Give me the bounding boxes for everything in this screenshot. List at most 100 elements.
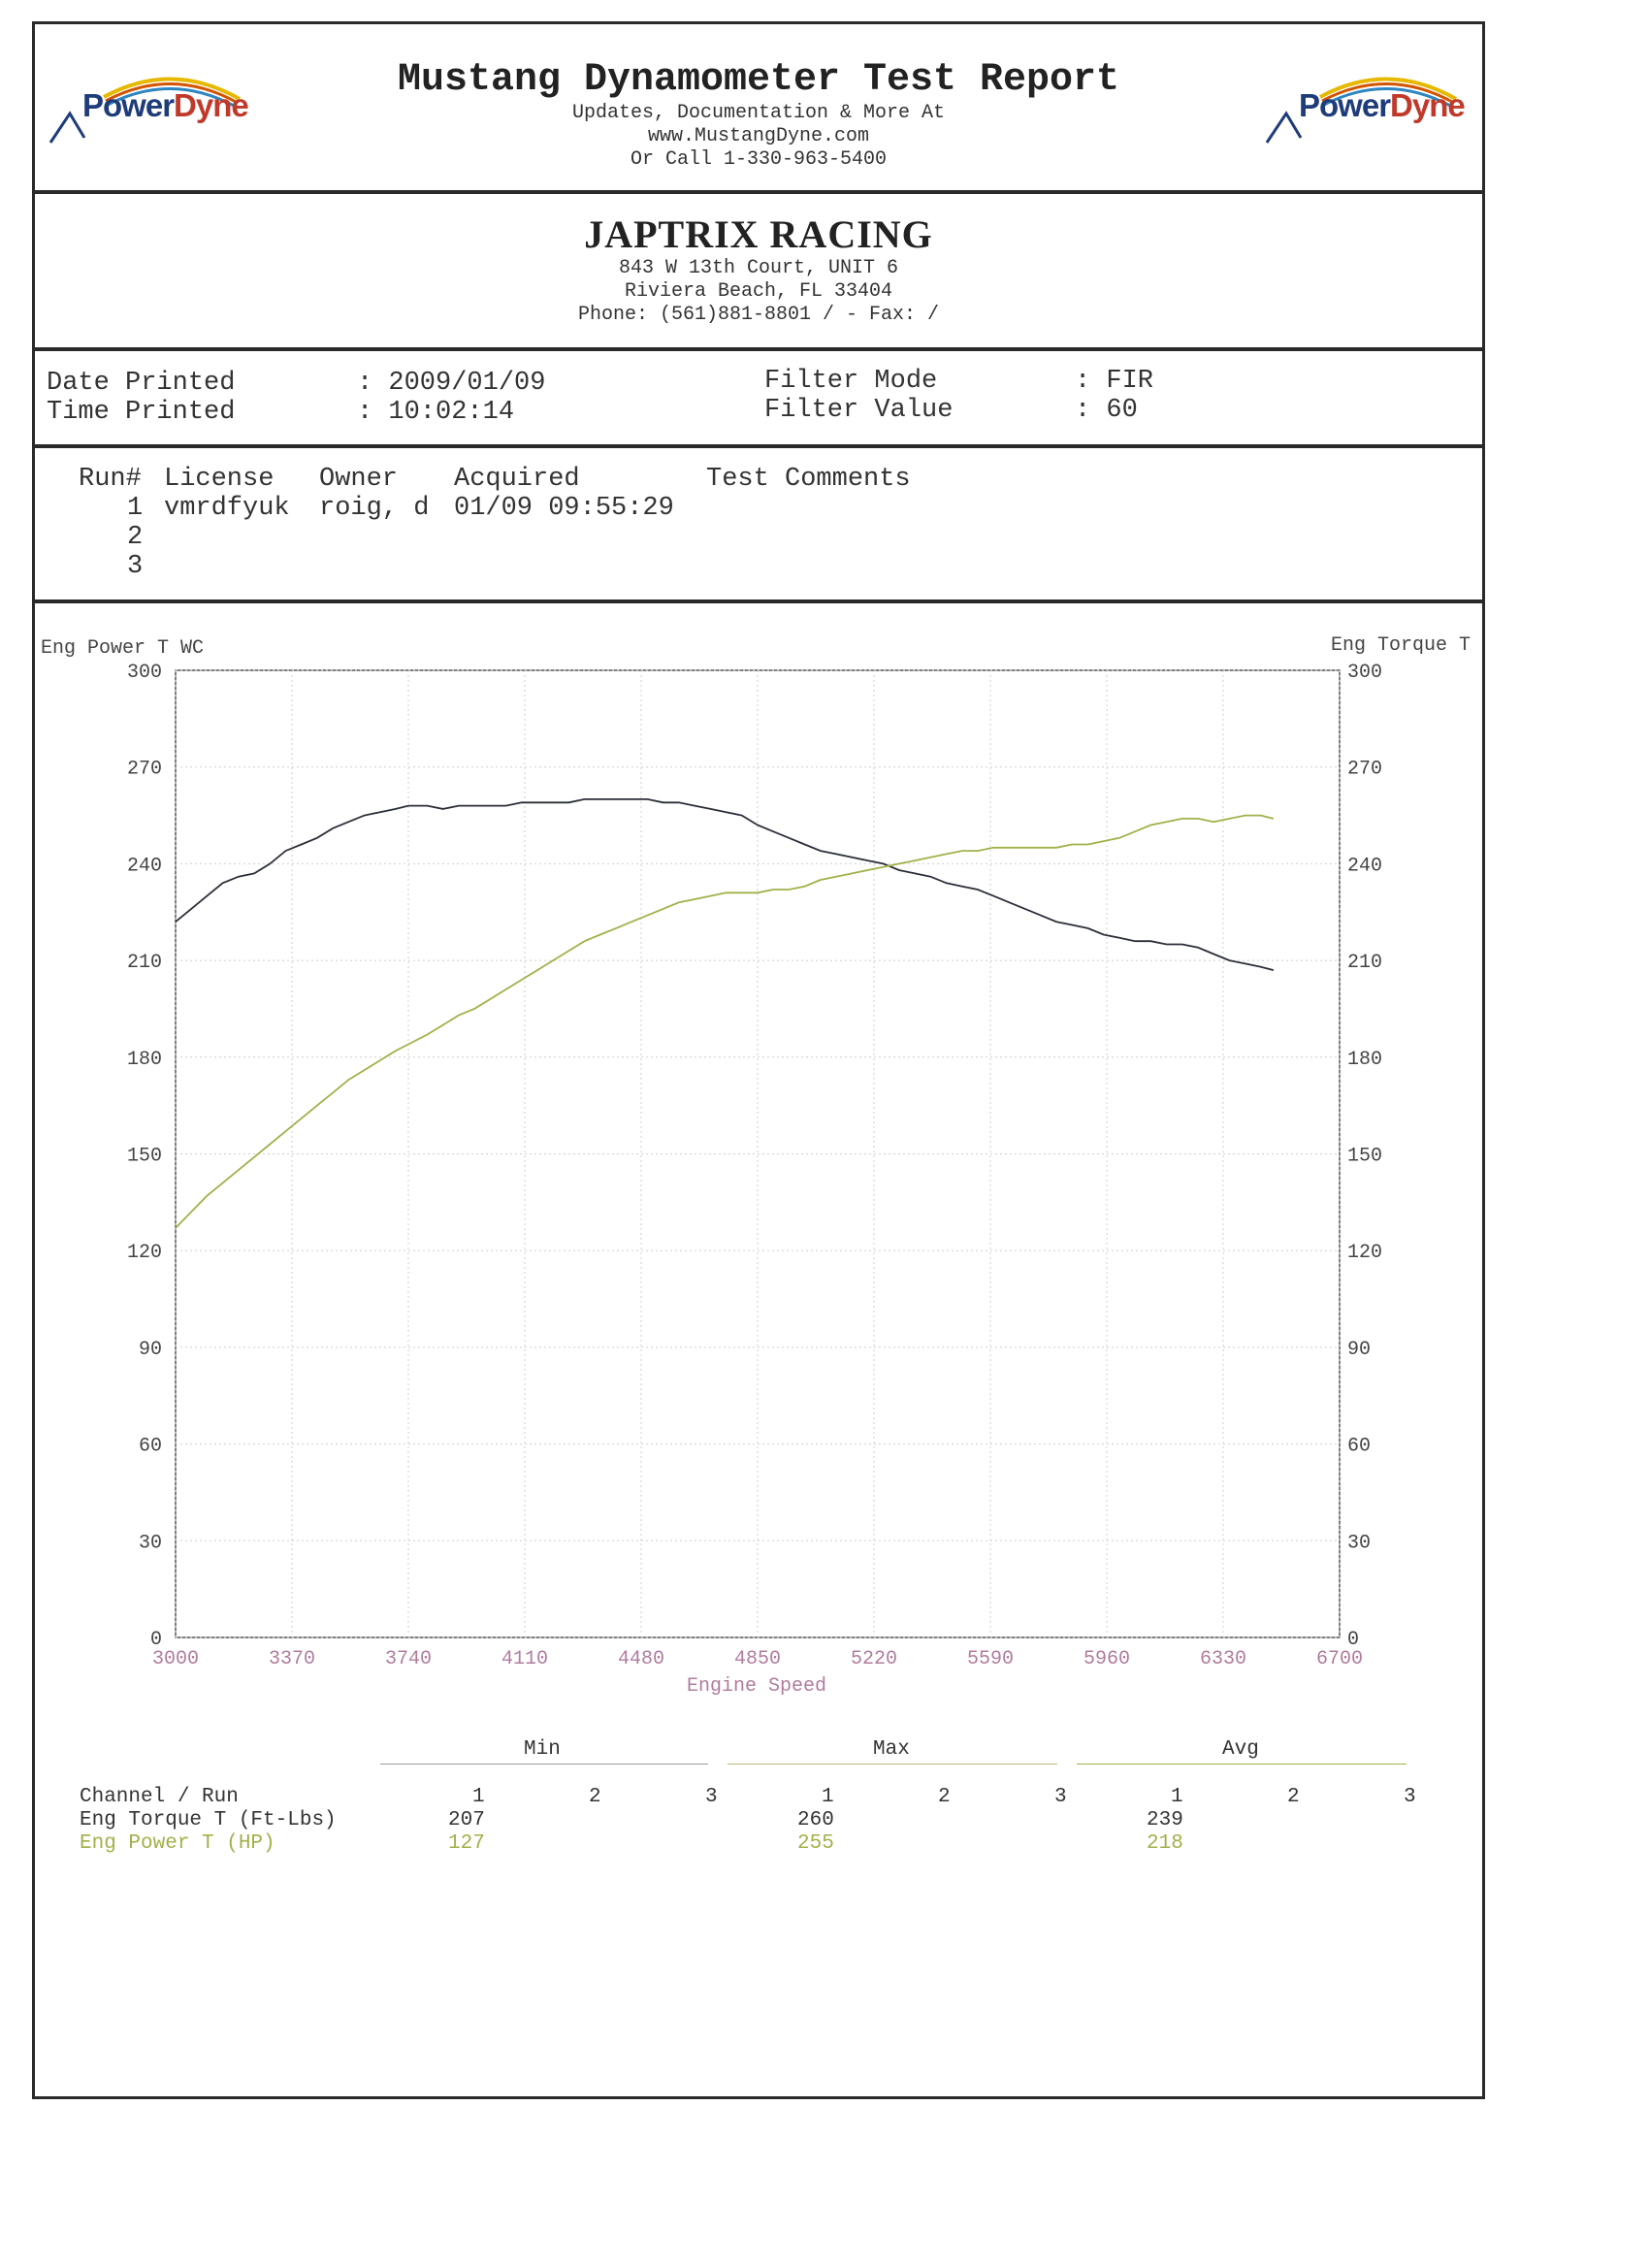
- y-tick-right-label: 180: [1347, 1049, 1382, 1071]
- stats-avg-header: Avg: [1222, 1738, 1259, 1761]
- y-tick-left-label: 30: [139, 1532, 162, 1554]
- y-ticks: 0 0 30 30 60 60 90 90 120 120 150 150 180 180 210 210 24…: [127, 662, 1382, 1651]
- stats-power-max: 255: [797, 1832, 834, 1855]
- filter-mode-value: : FIR: [1075, 367, 1154, 396]
- runs-header-license: License: [164, 465, 275, 494]
- stats-run-col: 2: [938, 1786, 951, 1808]
- stats-avg-rule: [1077, 1764, 1406, 1765]
- x-tick-label: 6330: [1200, 1648, 1246, 1670]
- x-tick-label: 4480: [618, 1648, 664, 1670]
- y-tick-right-label: 0: [1347, 1629, 1359, 1651]
- logo-dyne-text: Dyne: [174, 87, 249, 123]
- stats-power-min: 127: [448, 1832, 485, 1855]
- y-tick-right-label: 240: [1347, 855, 1382, 877]
- x-tick-label: 4110: [501, 1648, 548, 1670]
- x-tick-label: 5220: [851, 1648, 897, 1670]
- logo-swoosh-icon: [1265, 77, 1457, 144]
- y-tick-left-label: 180: [127, 1049, 162, 1071]
- y-tick-right-label: 60: [1347, 1436, 1371, 1458]
- powerdyne-logo-right: PowerDyne: [1262, 70, 1466, 147]
- stats-run-col: 1: [822, 1786, 834, 1808]
- dyno-chart: Eng Power T WC Eng Torque T 0 0 30 30 60 60 90…: [41, 634, 1471, 1698]
- y-axis-right-label: Eng Torque T: [1331, 634, 1471, 657]
- x-tick-label: 3000: [152, 1648, 199, 1670]
- header-phone: Or Call 1-330-963-5400: [630, 148, 888, 171]
- header-website: www.MustangDyne.com: [647, 125, 870, 147]
- x-tick-label: 3370: [269, 1648, 315, 1670]
- stats-run-col: 1: [1171, 1786, 1183, 1808]
- y-tick-right-label: 270: [1347, 759, 1382, 781]
- y-tick-left-label: 240: [127, 855, 162, 877]
- x-axis-label: Engine Speed: [687, 1675, 826, 1698]
- x-tick-label: 6700: [1316, 1648, 1363, 1670]
- y-tick-left-label: 210: [127, 952, 162, 974]
- shop-section: JAPTRIX RACING 843 W 13th Court, UNIT 6 …: [32, 194, 1485, 351]
- y-tick-left-label: 300: [127, 662, 162, 684]
- y-tick-right-label: 90: [1347, 1339, 1371, 1361]
- runs-header-run: Run#: [79, 465, 142, 494]
- runs-header-acquired: Acquired: [454, 465, 580, 494]
- shop-address2: Riviera Beach, FL 33404: [624, 280, 893, 303]
- stats-run-col: 3: [1054, 1786, 1067, 1808]
- filter-mode-label: Filter Mode: [764, 367, 938, 396]
- time-printed-value: : 10:02:14: [357, 398, 515, 427]
- filter-value-label: Filter Value: [764, 396, 954, 425]
- y-tick-right-label: 120: [1347, 1242, 1382, 1264]
- run-number: 3: [127, 552, 144, 581]
- chart-lines: [175, 798, 1275, 1229]
- logo-power-text: Power: [82, 87, 175, 123]
- x-ticks: 3000 3370 3740 4110 4480 4850 5220 5590 5960 6330…: [152, 1648, 1363, 1670]
- y-tick-left-label: 0: [150, 1629, 162, 1651]
- run-number: 1: [127, 494, 144, 523]
- y-tick-left-label: 270: [127, 759, 162, 781]
- powerdyne-logo-left: PowerDyne: [46, 70, 249, 147]
- run-owner: roig, d: [319, 494, 430, 523]
- shop-name: JAPTRIX RACING: [584, 212, 933, 256]
- y-tick-left-label: 120: [127, 1242, 162, 1264]
- filter-value-value: : 60: [1075, 396, 1138, 425]
- stats-max-rule: [728, 1764, 1057, 1765]
- y-tick-right-label: 210: [1347, 952, 1382, 974]
- stats-power-avg: 218: [1147, 1832, 1183, 1855]
- logo-swoosh-icon: [48, 77, 241, 144]
- stats-max-header: Max: [873, 1738, 910, 1761]
- x-tick-label: 3740: [385, 1648, 432, 1670]
- run-license: vmrdfyuk: [164, 494, 290, 523]
- y-tick-right-label: 300: [1347, 662, 1382, 684]
- stats-torque-max: 260: [797, 1809, 834, 1831]
- time-printed-label: Time Printed: [47, 398, 236, 427]
- stats-channel-header: Channel / Run: [80, 1786, 239, 1808]
- y-tick-left-label: 150: [127, 1146, 162, 1168]
- report-header: PowerDyne Mustang Dynamometer Test Repor…: [32, 21, 1485, 194]
- date-printed-label: Date Printed: [47, 369, 236, 398]
- logo-dyne-text: Dyne: [1390, 87, 1466, 123]
- print-info-section: Date Printed : 2009/01/09 Time Printed :…: [32, 351, 1485, 448]
- stats-run-col: 1: [472, 1786, 485, 1808]
- x-tick-label: 5960: [1083, 1648, 1130, 1670]
- power-series-line: [175, 814, 1275, 1229]
- x-tick-label: 5590: [967, 1648, 1014, 1670]
- logo-power-text: Power: [1299, 87, 1391, 123]
- runs-header-comments: Test Comments: [706, 465, 911, 494]
- stats-torque-avg: 239: [1147, 1809, 1183, 1831]
- runs-header-owner: Owner: [319, 465, 399, 494]
- stats-run-col: 3: [705, 1786, 718, 1808]
- stats-min-rule: [380, 1764, 708, 1765]
- torque-series-line: [175, 798, 1275, 971]
- run-acquired: 01/09 09:55:29: [454, 494, 674, 523]
- shop-address1: 843 W 13th Court, UNIT 6: [618, 257, 899, 279]
- shop-phone: Phone: (561)881-8801 / - Fax: /: [577, 304, 940, 326]
- report-title: Mustang Dynamometer Test Report: [397, 58, 1120, 102]
- stats-run-col: 2: [589, 1786, 601, 1808]
- stats-torque-min: 207: [448, 1809, 485, 1831]
- stats-run-col: 3: [1404, 1786, 1416, 1808]
- stats-min-header: Min: [524, 1738, 561, 1761]
- report-frame: [32, 21, 1485, 2099]
- y-axis-left-label: Eng Power T WC: [41, 637, 204, 660]
- chart-grid: [175, 669, 1341, 1638]
- date-printed-value: : 2009/01/09: [357, 369, 546, 398]
- run-number: 2: [127, 523, 144, 552]
- runs-section: Run# License Owner Acquired Test Comment…: [32, 448, 1485, 603]
- stats-run-col: 2: [1287, 1786, 1300, 1808]
- stats-power-channel: Eng Power T (HP): [80, 1832, 275, 1855]
